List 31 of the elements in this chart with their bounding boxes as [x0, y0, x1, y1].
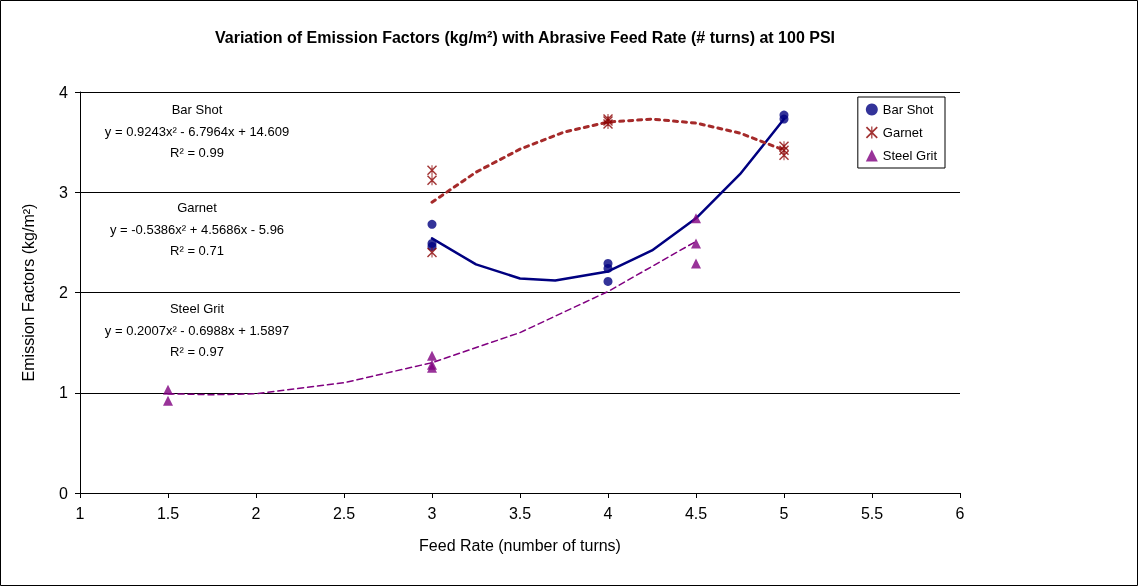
x-tick-label: 5 — [779, 504, 789, 522]
x-tick-label: 4 — [603, 504, 613, 522]
y-tick-label: 0 — [59, 484, 69, 502]
y-axis-title: Emission Factors (kg/m²) — [19, 203, 37, 382]
y-tick-label: 4 — [59, 83, 69, 101]
x-tick-label: 4.5 — [684, 504, 708, 522]
annotation: y = 0.2007x² - 0.6988x + 1.5897 — [104, 322, 290, 338]
legend-label: Steel Grit — [882, 148, 938, 163]
x-tick-label: 6 — [955, 504, 965, 522]
annotation: R² = 0.97 — [170, 344, 224, 359]
x-tick-label: 2.5 — [332, 504, 356, 522]
x-axis-title: Feed Rate (number of turns) — [419, 536, 621, 554]
annotation: Steel Grit — [169, 301, 225, 316]
annotation: R² = 0.99 — [170, 145, 224, 160]
annotation: y = -0.5386x² + 4.5686x - 5.96 — [109, 221, 285, 237]
x-tick-label: 1.5 — [156, 504, 180, 522]
annotation: Bar Shot — [171, 102, 223, 117]
legend-label: Bar Shot — [882, 102, 934, 117]
y-tick-label: 1 — [59, 384, 69, 402]
x-tick-label: 1 — [75, 504, 85, 522]
x-tick-label: 5.5 — [860, 504, 884, 522]
x-tick-label: 3.5 — [508, 504, 532, 522]
x-tick-label: 3 — [427, 504, 437, 522]
y-tick-label: 2 — [59, 284, 69, 301]
annotation: R² = 0.71 — [170, 243, 224, 258]
annotation: y = 0.9243x² - 6.7964x + 14.609 — [104, 123, 290, 139]
x-tick-label: 2 — [251, 504, 261, 522]
annotation: Garnet — [177, 200, 218, 215]
legend-label: Garnet — [882, 125, 923, 140]
chart-title: Variation of Emission Factors (kg/m²) with Abrasive Feed Rate (# turns) at 100 PSI — [214, 28, 836, 46]
y-tick-label: 3 — [59, 183, 69, 201]
